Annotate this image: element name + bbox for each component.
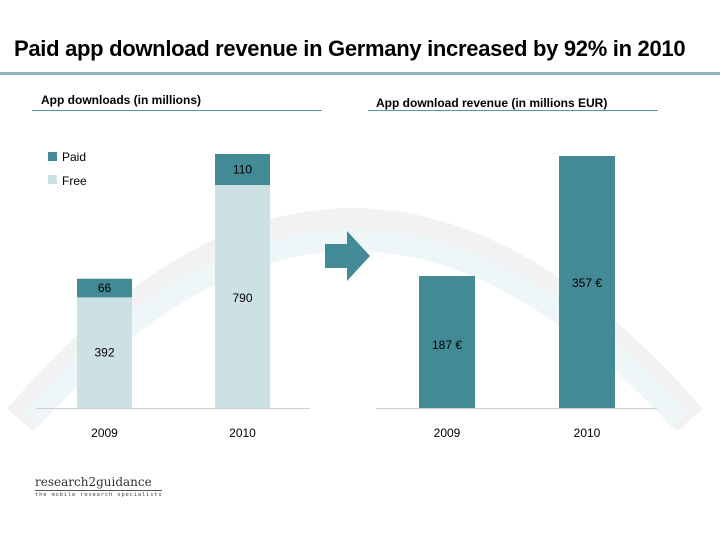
downloads-chart-title-rule — [32, 110, 322, 111]
legend-swatch-paid — [48, 152, 57, 161]
arrow-right-icon — [325, 231, 370, 281]
label-revenue-2009: 187 € — [432, 338, 462, 352]
x-tick-label-revenue-2010: 2010 — [574, 426, 601, 440]
label-free-2010: 790 — [232, 291, 252, 305]
legend-label-paid: Paid — [62, 150, 86, 164]
title-divider — [0, 72, 720, 75]
bar-free-2010 — [215, 185, 270, 408]
label-paid-2009: 66 — [98, 281, 112, 295]
logo-name: research2guidance — [35, 476, 163, 491]
bar-free-2009 — [77, 297, 132, 408]
x-tick-label-revenue-2009: 2009 — [434, 426, 461, 440]
revenue-chart-title-rule — [368, 110, 658, 111]
bar-revenue-2010 — [559, 156, 615, 408]
label-paid-2010: 110 — [233, 163, 252, 177]
downloads-chart-title: App downloads (in millions) — [41, 93, 201, 107]
revenue-chart-title: App download revenue (in millions EUR) — [376, 96, 608, 110]
bar-paid-2009 — [77, 278, 132, 298]
label-revenue-2010: 357 € — [572, 276, 602, 290]
legend-label-free: Free — [62, 174, 87, 188]
label-free-2009: 392 — [94, 346, 114, 360]
logo-tagline: the mobile research specialists — [35, 492, 163, 498]
page-title: Paid app download revenue in Germany inc… — [14, 36, 686, 61]
bar-revenue-2009 — [419, 276, 475, 408]
research2guidance-logo: research2guidance the mobile research sp… — [35, 476, 163, 498]
x-tick-label-2009: 2009 — [91, 426, 118, 440]
bar-paid-2010 — [215, 154, 270, 186]
x-tick-label-2010: 2010 — [229, 426, 256, 440]
legend-swatch-free — [48, 175, 57, 184]
